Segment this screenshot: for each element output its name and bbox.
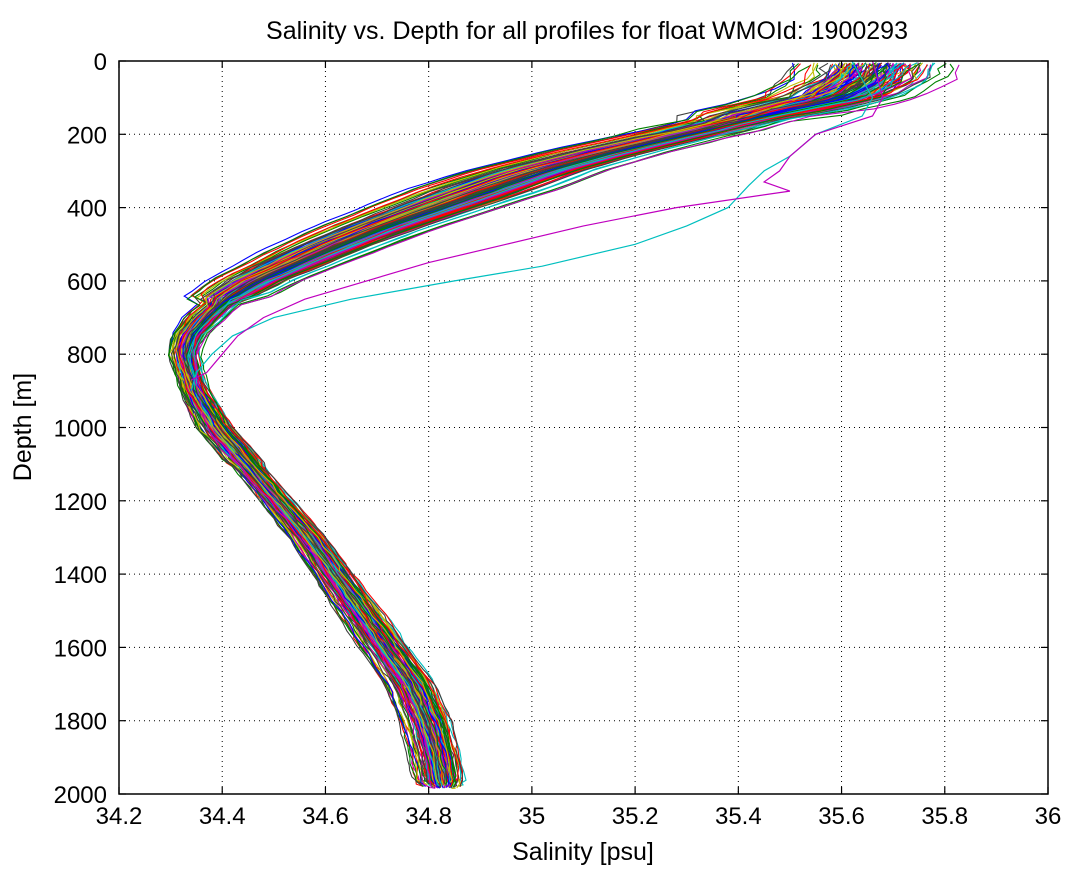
y-tick-label: 1800: [54, 709, 107, 736]
x-tick-label: 35.4: [715, 803, 762, 830]
y-tick-label: 2000: [54, 782, 107, 809]
profile-line: [194, 64, 960, 789]
profile-line: [175, 63, 842, 784]
x-tick-label: 35.6: [818, 803, 865, 830]
x-tick-label: 34.4: [199, 803, 246, 830]
y-tick-label: 1400: [54, 562, 107, 589]
profile-line: [177, 63, 865, 789]
y-tick-label: 600: [67, 269, 107, 296]
y-tick-label: 1200: [54, 489, 107, 516]
grid-lines: [119, 61, 1048, 794]
profile-line: [184, 63, 868, 784]
y-tick-label: 200: [67, 122, 107, 149]
profile-line: [184, 62, 852, 783]
x-tick-label: 35: [519, 803, 546, 830]
y-tick-label: 800: [67, 342, 107, 369]
axis-ticks: 34.2 34.4 34.6 34.8 35 35.2 35.4 35.6 35.8 36 0 200…: [54, 49, 1062, 830]
plot-area: [167, 60, 960, 789]
outlier-profile-line: [191, 60, 884, 381]
x-axis-label: Salinity [psu]: [512, 838, 654, 866]
y-tick-label: 400: [67, 196, 107, 223]
chart-title: Salinity vs. Depth for all profiles for …: [266, 17, 908, 45]
x-tick-label: 34.2: [96, 803, 143, 830]
y-tick-label: 1600: [54, 635, 107, 662]
y-tick-label: 0: [94, 49, 107, 76]
x-tick-label: 34.8: [405, 803, 452, 830]
x-tick-label: 34.6: [302, 803, 349, 830]
y-axis-label: Depth [m]: [9, 373, 37, 481]
profile-line: [170, 64, 832, 783]
profile-line: [190, 63, 879, 787]
x-tick-label: 36: [1035, 803, 1062, 830]
x-tick-label: 35.8: [921, 803, 968, 830]
y-tick-label: 1000: [54, 416, 107, 443]
x-tick-label: 35.2: [612, 803, 659, 830]
profile-line: [184, 64, 857, 785]
profile-line: [179, 63, 846, 786]
